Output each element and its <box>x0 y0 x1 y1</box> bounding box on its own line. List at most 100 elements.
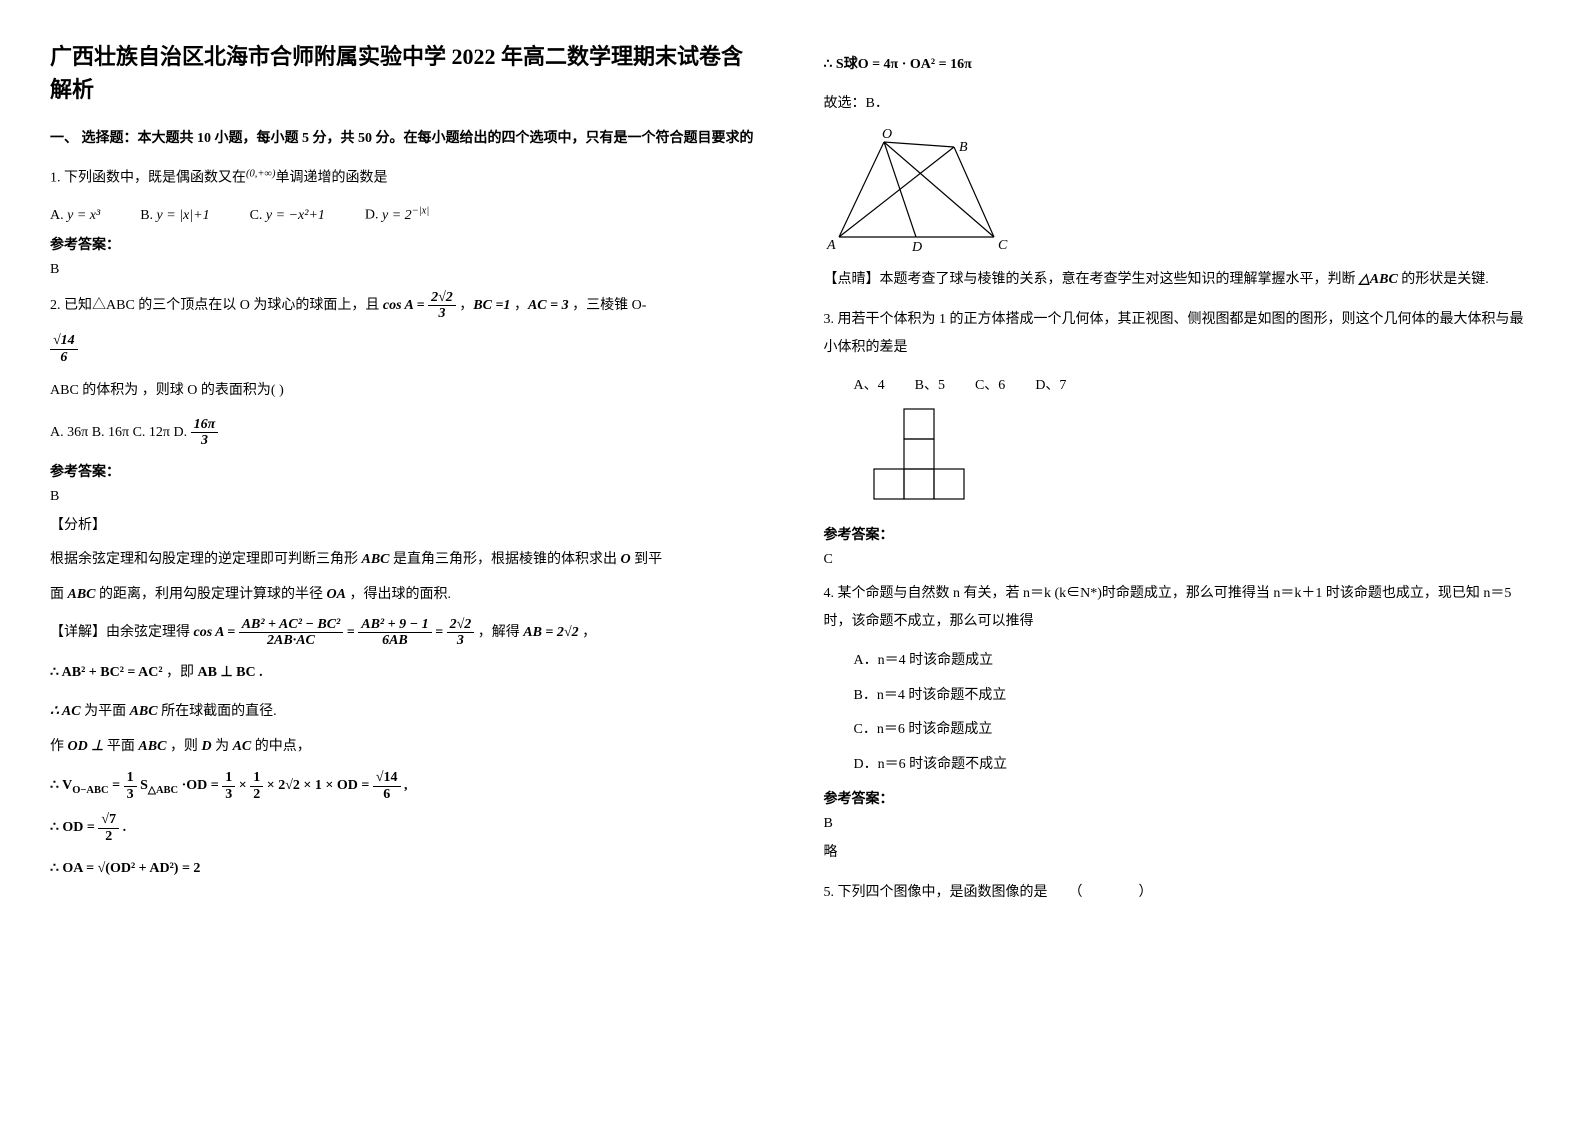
q3-options: A、4 B、5 C、6 D、7 <box>854 374 1538 394</box>
q2-dl: 【点晴】本题考查了球与棱锥的关系，意在考查学生对这些知识的理解掌握水平，判断 <box>824 272 1356 287</box>
q1-optD-label: D. <box>365 208 379 223</box>
q2-odn: √7 <box>98 812 119 828</box>
q2-l4f: D <box>201 739 211 754</box>
q2-f3d: 3 <box>447 633 475 648</box>
q2-l4a: 作 <box>50 739 64 754</box>
q2-detail-f3: 2√23 <box>447 617 475 649</box>
q2-l4g: 为 <box>215 739 229 754</box>
q2-detail-coslhs: cos A = <box>194 625 236 640</box>
q1-optB-math: y = |x|+1 <box>157 208 210 223</box>
q2-optD-frac: 16π3 <box>191 417 219 449</box>
q2-detail-f1: AB² + AC² − BC²2AB·AC <box>239 617 344 649</box>
q2-vol-frac: √146 <box>50 333 78 365</box>
q2-a1c: 到平 <box>634 552 662 567</box>
q2-conclude: 故选：B． <box>824 91 1538 118</box>
q2-line2: √146 <box>50 333 764 365</box>
q2-oa-formula: ∴ OA = √(OD² + AD²) = 2 <box>50 854 764 885</box>
q2-odf: √72 <box>98 812 119 844</box>
q2-a1a: 根据余弦定理和勾股定理的逆定理即可判断三角形 <box>50 552 358 567</box>
q2-line-od: 作 OD ⊥ 平面 ABC ，则 D 为 AC 的中点， <box>50 734 764 761</box>
doc-title: 广西壮族自治区北海市合师附属实验中学 2022 年高二数学理期末试卷含解析 <box>50 40 764 106</box>
q2-analysis-1: 根据余弦定理和勾股定理的逆定理即可判断三角形 ABC 是直角三角形，根据棱锥的体… <box>50 547 764 574</box>
q2-cosA: cos A = 2√23 <box>383 298 459 313</box>
q2-stem4: ，则球 O 的表面积为( ) <box>142 383 284 398</box>
q2-optA: A. 36π <box>50 425 88 440</box>
q2-vrd: 6 <box>373 787 401 802</box>
q1-optA: A. y = x³ <box>50 208 100 224</box>
q1-optD-math: y = 2−|x| <box>382 208 429 223</box>
q2-s-formula: ∴ S球O = 4π · OA² = 16π <box>824 50 1538 81</box>
q4-answer: B <box>824 816 1538 832</box>
q2-vrn: √14 <box>373 770 401 786</box>
q3-optD: D、7 <box>1035 374 1066 394</box>
q2-f1d: 2AB·AC <box>239 633 344 648</box>
q3-optA: A、4 <box>854 374 885 394</box>
svg-text:B: B <box>959 140 968 155</box>
q2-l4i: 的中点， <box>255 739 311 754</box>
q2-vdot: ·OD = <box>182 779 223 794</box>
q2-vt2: 13 <box>222 770 235 802</box>
q2-cosA-lhs: cos A = <box>383 298 425 313</box>
question-2: 2. 已知△ABC 的三个顶点在以 O 为球心的球面上，且 cos A = 2√… <box>50 290 764 322</box>
q2-cosA-den: 3 <box>428 306 456 321</box>
q4-optD: D．n＝6 时该命题不成立 <box>854 752 1538 779</box>
q3-optB: B、5 <box>915 374 945 394</box>
q4-brief: 略 <box>824 840 1538 867</box>
q2-l4b: OD ⊥ <box>68 739 104 754</box>
q1-optD-sup: −|x| <box>412 205 430 216</box>
q2-a2b: 的距离，利用勾股定理计算球的半径 <box>99 587 323 602</box>
q2-dianping: 【点晴】本题考查了球与棱锥的关系，意在考查学生对这些知识的理解掌握水平，判断 △… <box>824 267 1538 294</box>
q2-ac: AC = 3 <box>528 298 569 313</box>
q2-line-perp: ∴ AB² + BC² = AC² ，即 AB ⊥ BC . <box>50 658 764 689</box>
left-column: 广西壮族自治区北海市合师附属实验中学 2022 年高二数学理期末试卷含解析 一、… <box>50 40 764 919</box>
q2-bc: BC =1 <box>473 298 510 313</box>
q2-l2a: ∴ AB² + BC² = AC² <box>50 665 163 680</box>
q2-vt2d: 3 <box>222 787 235 802</box>
q2-cosA-num: 2√2 <box>428 290 456 306</box>
q1-stem-a: 1. 下列函数中，既是偶函数又在 <box>50 171 246 186</box>
q1-optC-label: C. <box>250 208 263 223</box>
q3-answer: C <box>824 552 1538 568</box>
q2-l4d: ABC <box>138 739 166 754</box>
q2-vr: √146 <box>373 770 401 802</box>
svg-text:D: D <box>911 240 922 255</box>
q2-optD-num: 16π <box>191 417 219 433</box>
q2-vt3: 12 <box>250 770 263 802</box>
q2-vt2n: 1 <box>222 770 235 786</box>
q2-vs: O−ABC <box>72 785 108 796</box>
q2-optD: D. <box>174 425 191 440</box>
q2-vt1n: 1 <box>124 770 137 786</box>
q2-optB: B. 16π <box>92 425 129 440</box>
section-1-header: 一、 选择题：本大题共 10 小题，每小题 5 分，共 50 分。在每小题给出的… <box>50 126 764 151</box>
q1-answer-label: 参考答案： <box>50 234 764 254</box>
q2-a1b: 是直角三角形，根据棱锥的体积求出 <box>393 552 617 567</box>
page: 广西壮族自治区北海市合师附属实验中学 2022 年高二数学理期末试卷含解析 一、… <box>0 0 1587 959</box>
q1-optC: C. y = −x²+1 <box>250 208 325 224</box>
q1-optA-math: y = x³ <box>67 208 100 223</box>
q2-ve: = <box>112 779 123 794</box>
q2-f2d: 6AB <box>358 633 431 648</box>
q2-cosA-frac: 2√23 <box>428 290 456 322</box>
right-column: ∴ S球O = 4π · OA² = 16π 故选：B． OBADC 【点晴】本… <box>824 40 1538 919</box>
question-3: 3. 用若干个体积为 1 的正方体搭成一个几何体，其正视图、侧视图都是如图的图形… <box>824 306 1538 362</box>
q2-l4e: ，则 <box>170 739 198 754</box>
q2-detail: 【详解】由余弦定理得 cos A = AB² + AC² − BC²2AB·AC… <box>50 617 764 649</box>
q1-optB: B. y = |x|+1 <box>140 208 209 224</box>
question-4: 4. 某个命题与自然数 n 有关，若 n＝k (k∈N*)时命题成立，那么可推得… <box>824 580 1538 636</box>
q1-options: A. y = x³ B. y = |x|+1 C. y = −x²+1 D. y… <box>50 205 764 224</box>
q1-interval-text: (0,+∞) <box>246 168 275 179</box>
q2-l2b: ，即 <box>166 665 194 680</box>
q2-l2c: AB ⊥ BC <box>198 665 256 680</box>
q1-optA-label: A. <box>50 208 64 223</box>
question-5: 5. 下列四个图像中，是函数图像的是 （ ） <box>824 879 1538 907</box>
q2-l3b: 为平面 <box>84 704 126 719</box>
q2-line-diam: ∴ AC 为平面 ABC 所在球截面的直径. <box>50 699 764 726</box>
q2-vt1: 13 <box>124 770 137 802</box>
q2-l3c: ABC <box>130 704 158 719</box>
q2-a2a: 面 <box>50 587 64 602</box>
q2-optD-den: 3 <box>191 433 219 448</box>
q2-od-formula: ∴ OD = √72 . <box>50 812 764 844</box>
q2-odl: ∴ OD = <box>50 821 98 836</box>
question-1: 1. 下列函数中，既是偶函数又在(0,+∞)单调递增的函数是 <box>50 163 764 193</box>
q2-line3: ABC 的体积为 ，则球 O 的表面积为( ) <box>50 377 764 405</box>
